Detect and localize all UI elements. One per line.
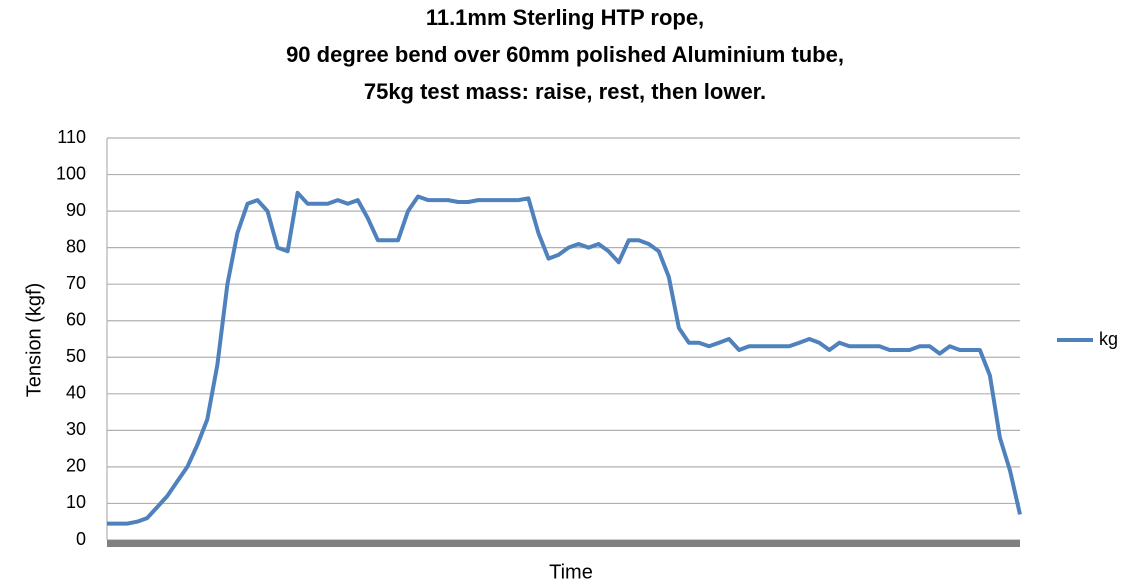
chart-title: 11.1mm Sterling HTP rope, [426, 5, 704, 30]
y-tick-label: 70 [66, 273, 86, 293]
y-tick-label: 50 [66, 346, 86, 366]
x-axis-label: Time [549, 561, 593, 583]
chart-title: 75kg test mass: raise, rest, then lower. [364, 79, 766, 104]
legend-label: kg [1099, 329, 1118, 349]
y-tick-label: 80 [66, 236, 86, 256]
y-tick-label: 0 [76, 529, 86, 549]
y-axis-label: Tension (kgf) [23, 283, 45, 398]
x-axis [107, 540, 1020, 547]
y-tick-label: 20 [66, 456, 86, 476]
y-tick-label: 110 [57, 127, 86, 147]
y-tick-label: 40 [66, 383, 86, 403]
y-tick-label: 100 [56, 163, 86, 183]
data-line [107, 190, 1022, 526]
chart-title: 90 degree bend over 60mm polished Alumin… [286, 42, 844, 67]
y-tick-label: 90 [66, 200, 86, 220]
y-tick-label: 30 [66, 419, 86, 439]
y-tick-label: 10 [66, 492, 86, 512]
y-tick-label: 60 [66, 309, 86, 329]
